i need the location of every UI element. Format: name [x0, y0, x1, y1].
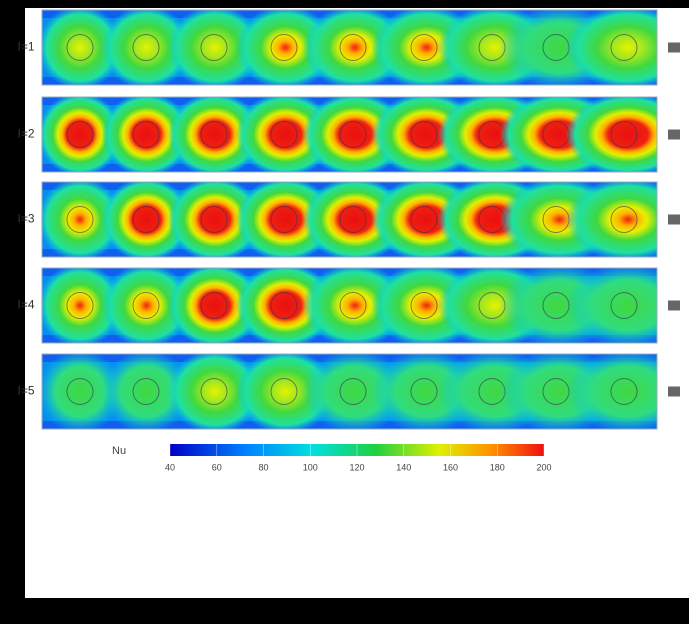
cylinder: [610, 206, 638, 233]
cylinder: [410, 292, 438, 319]
cylinder: [200, 206, 228, 233]
colorbar-tick-label: 80: [258, 462, 268, 472]
cylinder: [410, 378, 438, 405]
cylinder: [610, 378, 638, 405]
cell: [101, 97, 192, 172]
panel-border: [41, 181, 658, 258]
cell: [42, 268, 122, 343]
cylinder: [66, 121, 94, 148]
cell: [42, 354, 122, 429]
cylinder: [132, 34, 160, 61]
cell: [42, 97, 122, 172]
cylinder: [610, 121, 638, 148]
row-label: I=1: [17, 40, 34, 54]
cylinder: [66, 378, 94, 405]
cylinder: [410, 34, 438, 61]
cylinder: [410, 121, 438, 148]
colorbar-tick-label: 60: [212, 462, 222, 472]
colorbar-tick-label: 100: [303, 462, 318, 472]
cylinder: [270, 378, 298, 405]
colorbar-tick-label: 140: [396, 462, 411, 472]
panel-border: [41, 353, 658, 430]
contour-panel: [42, 268, 657, 343]
colorbar-tick-label: 40: [165, 462, 175, 472]
cell: [101, 268, 192, 343]
cylinder: [66, 206, 94, 233]
flow-arrow: [668, 42, 680, 53]
cylinder: [610, 292, 638, 319]
cylinder: [339, 378, 367, 405]
cylinder: [66, 34, 94, 61]
cell: [101, 10, 192, 85]
cylinder: [200, 121, 228, 148]
flow-arrow: [668, 129, 680, 140]
cylinder: [132, 206, 160, 233]
cylinder: [270, 121, 298, 148]
flow-arrow: [668, 300, 680, 311]
flow-arrow: [668, 214, 680, 225]
cell: [101, 182, 192, 257]
cell: [167, 10, 263, 85]
colorbar-tick-label: 180: [490, 462, 505, 472]
colorbar-tick-label: 120: [349, 462, 364, 472]
row-label: I=2: [17, 127, 34, 141]
cell: [42, 182, 122, 257]
panels: I=1 I=2 I=3 I=4 I=5: [17, 9, 680, 430]
cylinder: [270, 34, 298, 61]
cylinder: [200, 292, 228, 319]
cylinder: [132, 378, 160, 405]
contour-panel: [42, 182, 657, 257]
row-label: I=4: [17, 298, 34, 312]
panel-border: [41, 96, 658, 173]
row-label: I=3: [17, 212, 34, 226]
cylinder: [200, 378, 228, 405]
cylinder: [339, 34, 367, 61]
cell: [167, 182, 263, 257]
cell: [167, 354, 263, 429]
cylinder: [339, 292, 367, 319]
cylinder: [200, 34, 228, 61]
cylinder: [610, 34, 638, 61]
cell: [42, 10, 122, 85]
cylinder: [270, 292, 298, 319]
colorbar-tick-label: 160: [443, 462, 458, 472]
colorbar-label: Nu: [112, 445, 126, 457]
cell: [167, 268, 263, 343]
cell: [167, 97, 263, 172]
cylinder: [339, 206, 367, 233]
cylinder: [132, 121, 160, 148]
contour-panel: [42, 10, 657, 85]
panel-border: [41, 9, 658, 86]
colorbar-tick-label: 200: [536, 462, 551, 472]
contour-panel: [42, 97, 657, 172]
cylinder: [339, 121, 367, 148]
contour-panel: [42, 354, 657, 429]
flow-arrow: [668, 386, 680, 397]
cell: [101, 354, 192, 429]
row-label: I=5: [17, 384, 34, 398]
cylinder: [66, 292, 94, 319]
panel-border: [41, 267, 658, 344]
cylinder: [410, 206, 438, 233]
cylinder: [132, 292, 160, 319]
cylinder: [270, 206, 298, 233]
